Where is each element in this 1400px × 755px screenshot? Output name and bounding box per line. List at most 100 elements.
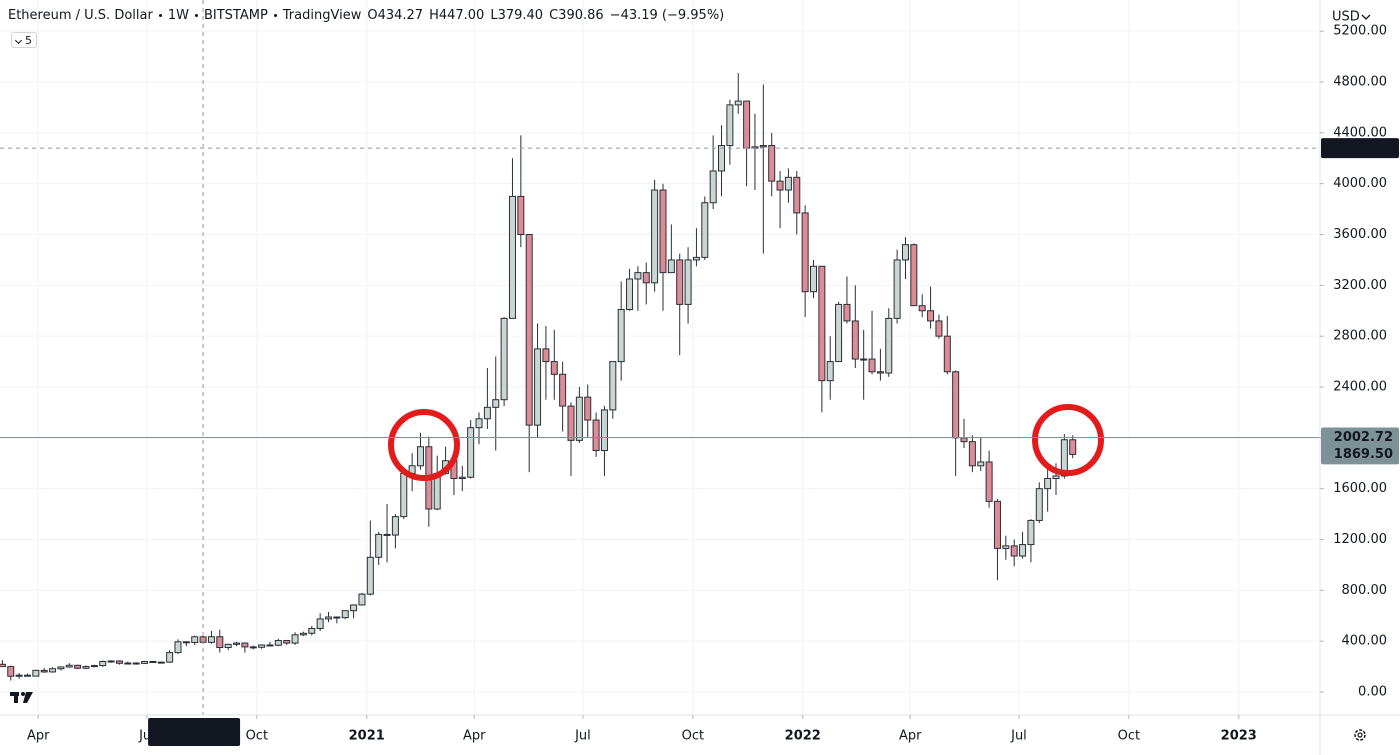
candle-body (174, 641, 182, 654)
candle-body (299, 632, 307, 636)
candle-body (325, 616, 333, 620)
y-tick-label: 0.00 (1358, 684, 1387, 699)
candle-body (876, 371, 884, 374)
candle-body (609, 361, 617, 411)
settings-icon[interactable] (1354, 729, 1366, 741)
x-tick-label: Apr (27, 729, 50, 744)
candle-body (1069, 439, 1077, 455)
separator (158, 14, 162, 17)
candle-body (676, 259, 684, 305)
candle-body (600, 409, 608, 452)
separator (194, 14, 198, 17)
symbol[interactable]: Ethereum / U.S. Dollar (8, 8, 153, 23)
candle-body (818, 265, 826, 382)
candle-body (23, 674, 31, 677)
ohlc-values: O434.27 H447.00 L379.40 C390.86 (361, 8, 603, 23)
candle-body (977, 461, 985, 467)
legend-header: Ethereum / U.S. Dollar 1W BITSTAMP Tradi… (8, 8, 724, 23)
candle-body (885, 317, 893, 374)
y-tick-label: 4000.00 (1333, 176, 1387, 191)
candle-body (868, 358, 876, 373)
candle-body (358, 593, 366, 606)
candle-body (793, 176, 801, 214)
candle-body (308, 627, 316, 634)
last-price-label-box (1321, 444, 1399, 465)
candle-body (584, 396, 592, 421)
candle-body (517, 195, 525, 236)
candle-body (768, 145, 776, 182)
candle-body (500, 317, 508, 401)
candle-body (32, 669, 40, 677)
candle-body (115, 660, 123, 664)
candle-body (726, 104, 734, 147)
ohlc-value: 390.86 (558, 8, 604, 23)
crosshair-date-label: 17 Aug '20 (159, 726, 229, 741)
candle-body (734, 100, 742, 106)
annotation-circle (1032, 404, 1104, 476)
candle-body (90, 665, 98, 668)
candle-body (333, 616, 341, 619)
crosshair-price-label: 4279.76 (1334, 141, 1393, 156)
candle-body (642, 272, 650, 284)
candle-body (534, 348, 542, 426)
x-tick-label: Oct (1118, 729, 1140, 744)
x-tick-label: 2023 (1221, 729, 1257, 744)
candle-body (759, 145, 767, 148)
last-price-label: 1869.50 (1334, 447, 1393, 462)
candle-body (49, 668, 57, 673)
indicator-badge[interactable]: 5 (11, 32, 37, 48)
candles (0, 73, 1077, 681)
source: TradingView (282, 8, 362, 23)
candle-body (542, 348, 550, 363)
candle-body (1060, 439, 1068, 477)
candle-body (366, 556, 374, 595)
candle-body (559, 373, 567, 407)
candle-body (207, 636, 215, 643)
candle-body (952, 371, 960, 439)
x-tick-label: Oct (246, 729, 268, 744)
candle-body (291, 634, 299, 644)
interval: 1W (167, 8, 189, 23)
candle-body (634, 272, 642, 280)
candle-body (316, 618, 324, 629)
candle-body (492, 399, 500, 408)
candle-body (149, 660, 157, 663)
candle-body (743, 100, 751, 149)
candle-body (65, 664, 73, 668)
candle-body (274, 640, 282, 646)
change: −43.19 (−9.95%) (609, 8, 725, 23)
candle-body (341, 610, 349, 619)
candle-body (567, 405, 575, 441)
candle-body (224, 643, 232, 649)
candle-body (935, 320, 943, 337)
x-tick-label: 2022 (785, 729, 821, 744)
axes: 0.00400.00800.001200.001600.002000.00240… (27, 24, 1399, 746)
candle-body (592, 419, 600, 452)
candle-body (283, 640, 291, 644)
candle-body (843, 303, 851, 322)
currency-caret[interactable] (1361, 14, 1371, 20)
candle-body (266, 644, 274, 647)
candle-body (901, 244, 909, 261)
candle-body (1044, 478, 1052, 490)
candle-body (525, 234, 533, 426)
candle-body (182, 641, 190, 644)
candle-body (575, 396, 583, 441)
candle-body (99, 660, 107, 667)
candle-body (810, 265, 818, 293)
candle-body (684, 259, 692, 305)
ohlc-label: O (367, 8, 378, 23)
candle-body (826, 361, 834, 382)
candle-body (157, 661, 165, 664)
candle-body (458, 476, 466, 480)
candle-body (1027, 519, 1035, 546)
candle-body (132, 662, 140, 665)
currency[interactable]: USD (1332, 10, 1360, 25)
candle-body (709, 170, 717, 204)
candle-body (927, 310, 935, 322)
annotation-circle (388, 409, 460, 481)
candle-body (1052, 475, 1060, 480)
candle-body (1010, 545, 1018, 557)
ohlc-value: 434.27 (377, 8, 424, 23)
